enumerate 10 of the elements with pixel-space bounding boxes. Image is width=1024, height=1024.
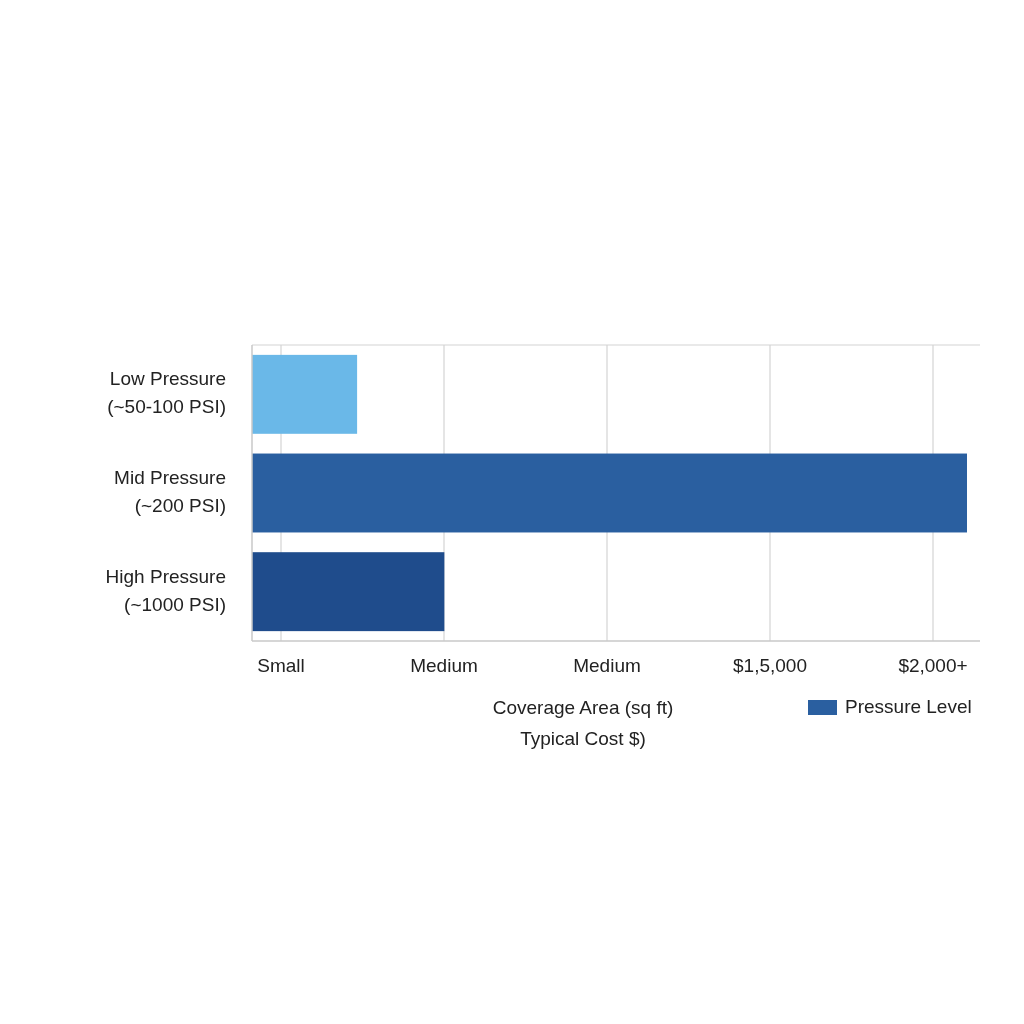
y-tick-label: Low Pressure (~50-100 PSI) <box>107 368 226 418</box>
text: Medium <box>410 655 478 676</box>
text: Medium <box>573 655 641 676</box>
x-axis-title: Coverage Area (sq ft) Typical Cost $) <box>492 697 674 749</box>
legend-label: Pressure Level <box>845 696 972 718</box>
text: $2,000+ <box>898 655 968 676</box>
text: $1,5,000 <box>733 655 807 676</box>
y-tick-label: Mid Pressure (~200 PSI) <box>114 467 226 517</box>
y-tick-label: High Pressure (~1000 PSI) <box>105 565 226 615</box>
text: Small <box>257 655 305 676</box>
